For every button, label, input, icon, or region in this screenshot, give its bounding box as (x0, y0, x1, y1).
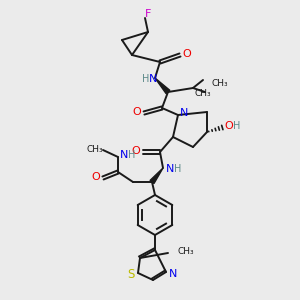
Text: H: H (142, 74, 150, 84)
Text: N: N (169, 269, 177, 279)
Text: H: H (174, 164, 182, 174)
Polygon shape (155, 78, 170, 94)
Text: O: O (225, 121, 233, 131)
Text: N: N (166, 164, 174, 174)
Text: S: S (127, 268, 135, 281)
Text: CH₃: CH₃ (87, 145, 103, 154)
Text: O: O (133, 107, 141, 117)
Text: N: N (180, 108, 188, 118)
Text: CH₃: CH₃ (211, 80, 228, 88)
Text: N: N (149, 74, 157, 84)
Text: CH₃: CH₃ (195, 89, 211, 98)
Text: O: O (183, 49, 191, 59)
Text: CH₃: CH₃ (178, 247, 195, 256)
Text: N: N (120, 150, 128, 160)
Text: O: O (132, 146, 140, 156)
Polygon shape (150, 168, 163, 184)
Text: O: O (92, 172, 100, 182)
Text: F: F (145, 9, 151, 19)
Text: H: H (128, 150, 136, 160)
Text: H: H (233, 121, 241, 131)
